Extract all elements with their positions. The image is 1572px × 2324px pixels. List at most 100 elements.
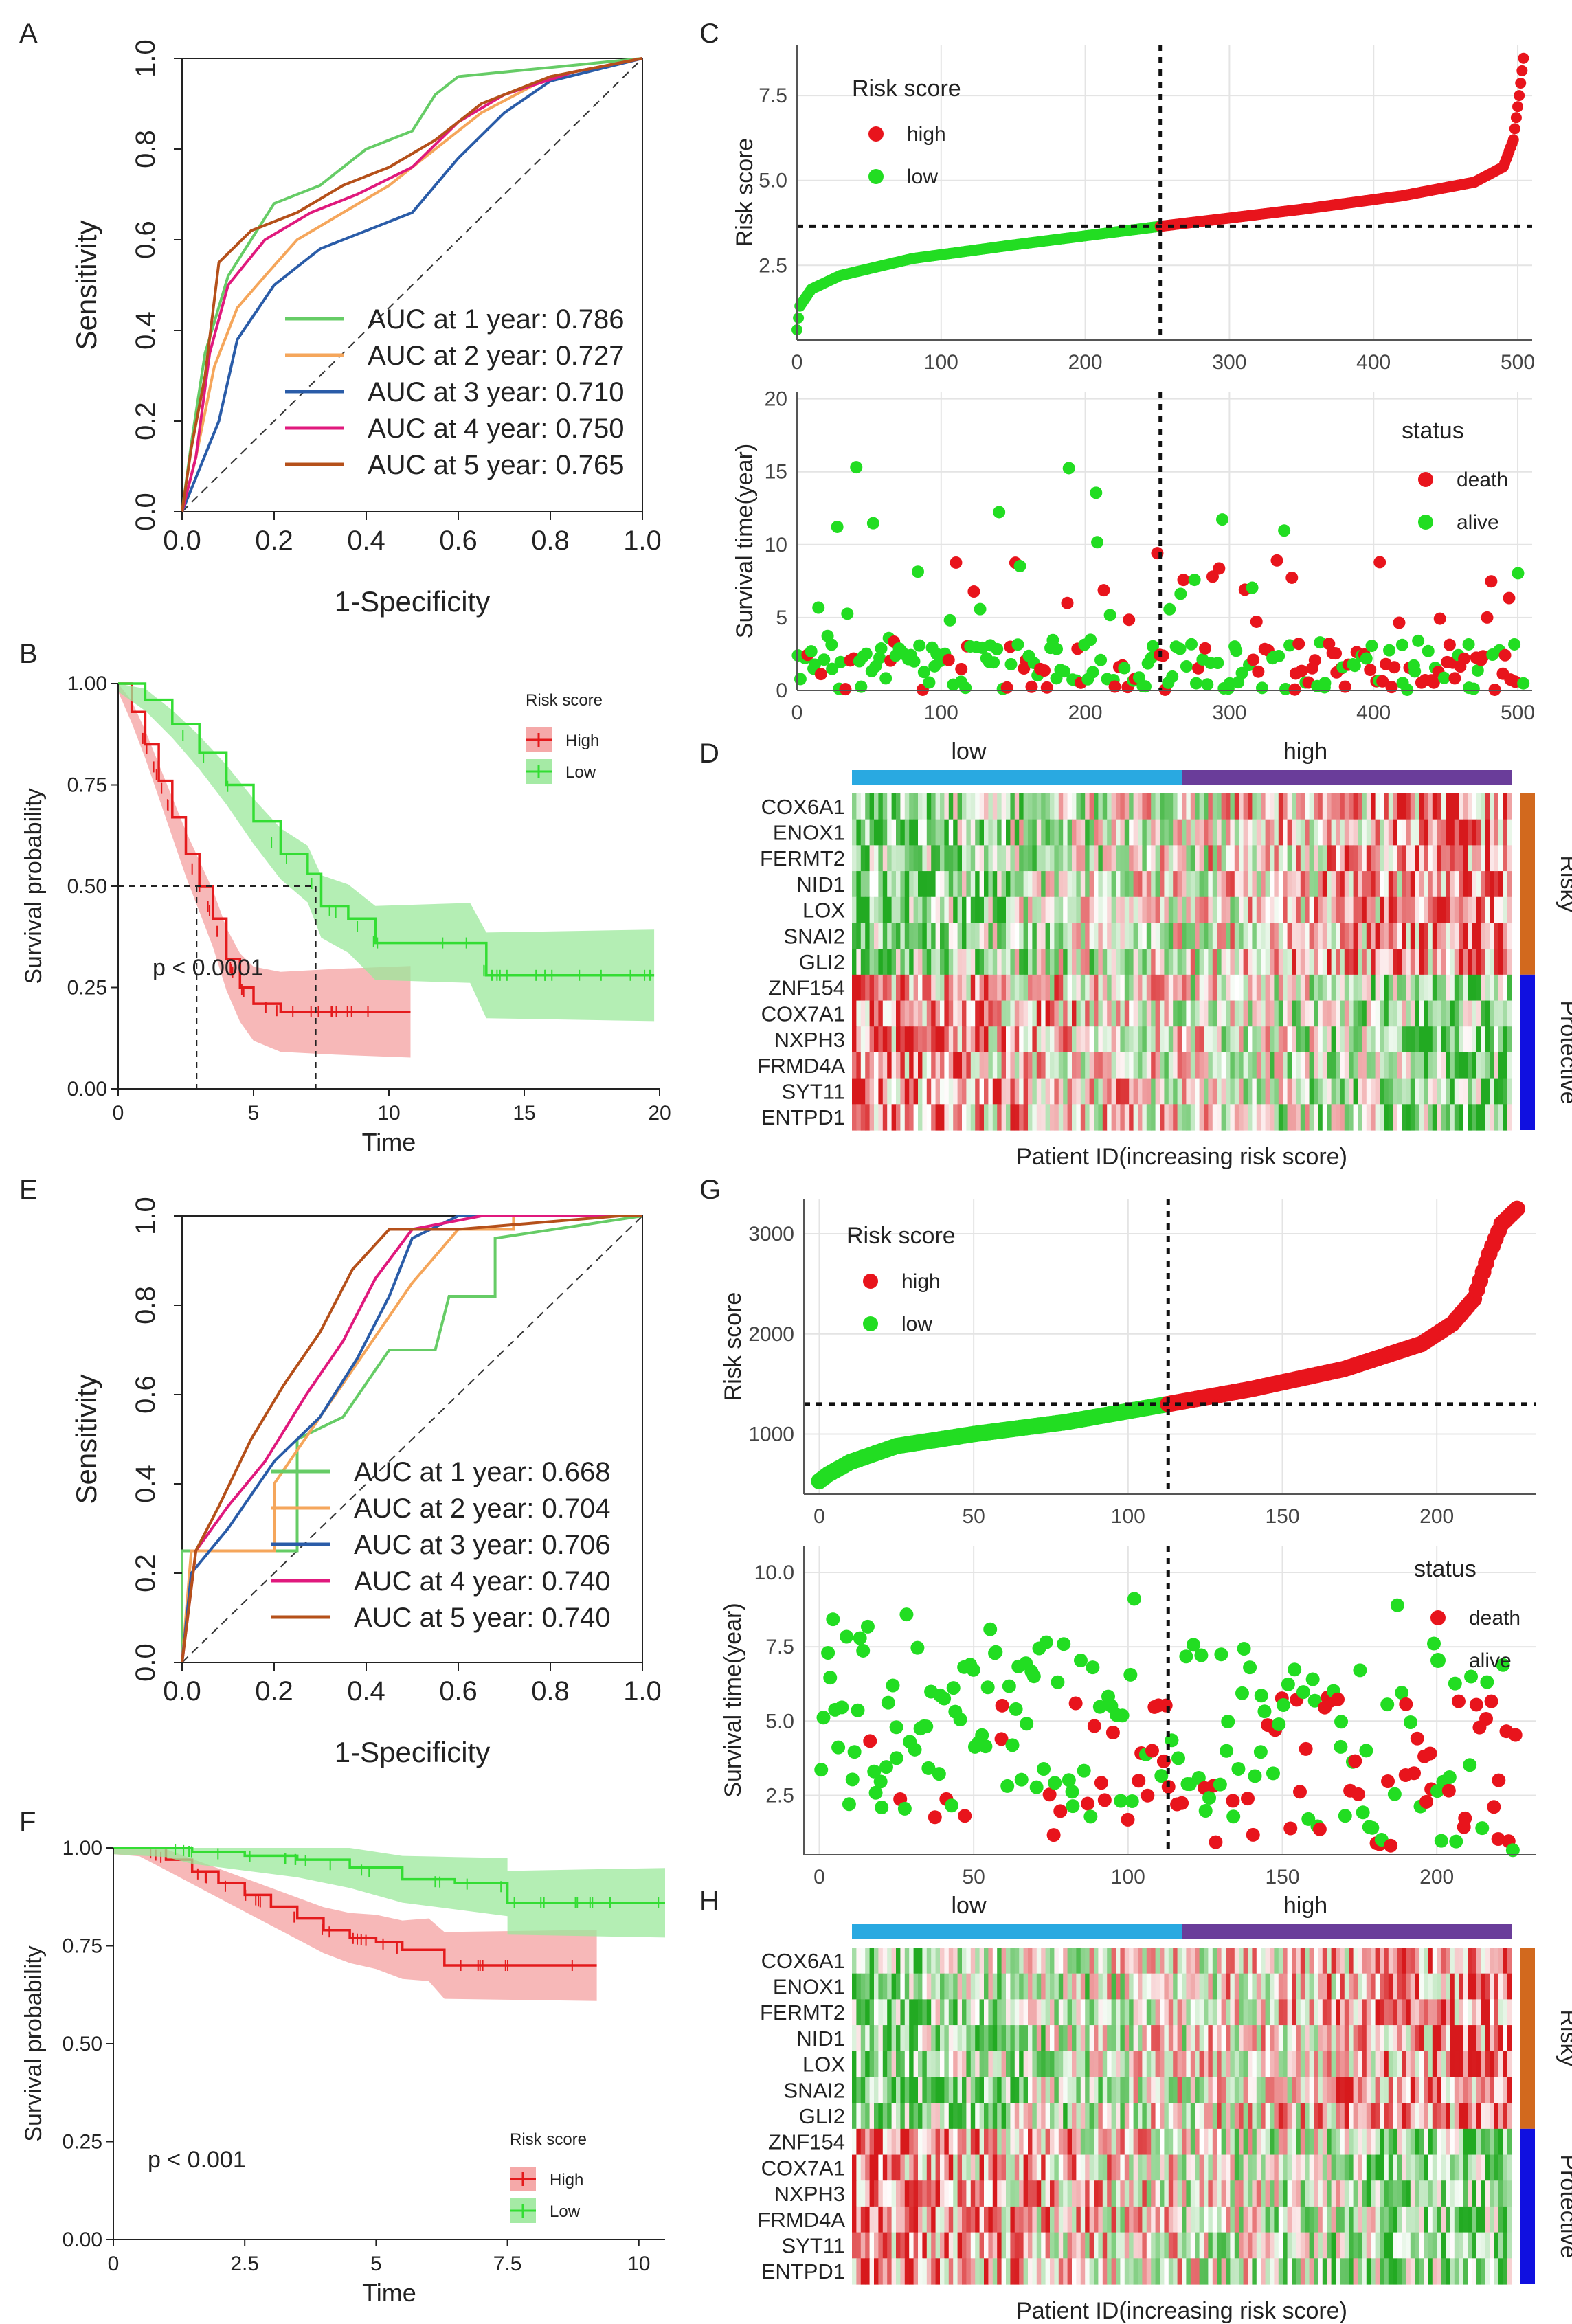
heatmap-cell — [1331, 871, 1336, 898]
heatmap-cell — [922, 1973, 928, 2000]
heatmap-cell — [997, 923, 1002, 949]
heatmap-cell — [1111, 793, 1116, 820]
heatmap-cell — [1173, 2103, 1178, 2130]
heatmap-cell — [1344, 793, 1349, 820]
heatmap-cell — [1256, 845, 1261, 872]
heatmap-cell — [935, 949, 941, 975]
heatmap-cell — [1388, 1026, 1393, 1053]
heatmap-cell — [865, 1026, 871, 1053]
heatmap-cell — [1402, 793, 1406, 820]
heatmap-cell — [1006, 974, 1011, 1002]
heatmap-cell — [922, 2128, 928, 2156]
heatmap-cell — [1454, 1948, 1459, 1974]
heatmap-cell — [1133, 1052, 1138, 1079]
survival-point — [1051, 642, 1063, 655]
heatmap-cell — [865, 1000, 871, 1027]
heatmap-cell — [1424, 896, 1428, 924]
heatmap-cell — [856, 2128, 862, 2156]
heatmap-cell — [1146, 896, 1152, 924]
heatmap-cell — [1261, 974, 1266, 1002]
heatmap-cell — [1248, 923, 1253, 949]
heatmap-cell — [1336, 2128, 1340, 2156]
heatmap-cell — [1239, 1052, 1244, 1079]
heatmap-cell — [1080, 1026, 1086, 1053]
heatmap-cell — [992, 1104, 998, 1131]
heatmap-cell — [1098, 819, 1103, 846]
heatmap-cell — [1146, 1973, 1152, 2000]
heatmap-cell — [922, 1104, 928, 1131]
heatmap-cell — [1424, 1104, 1428, 1131]
heatmap-cell — [1485, 2103, 1490, 2130]
heatmap-cell — [1446, 1000, 1450, 1027]
heatmap-cell — [1120, 2103, 1125, 2130]
heatmap-cell — [1199, 845, 1204, 872]
survival-point — [889, 1720, 903, 1735]
heatmap-cell — [1384, 1104, 1389, 1131]
heatmap-cell — [1226, 974, 1231, 1002]
heatmap-cell — [1340, 2025, 1345, 2052]
heatmap-cell — [940, 819, 945, 846]
heatmap-cell — [1186, 2051, 1191, 2078]
heatmap-cell — [1221, 1948, 1226, 1974]
heatmap-cell — [1138, 1999, 1143, 2026]
heatmap-cell — [1261, 949, 1266, 975]
legend-label: AUC at 4 year: 0.740 — [354, 1566, 611, 1597]
heatmap-cell — [1243, 871, 1248, 898]
survival-point — [995, 1698, 1009, 1713]
heatmap-cell — [944, 793, 950, 820]
heatmap-cell — [1186, 1104, 1191, 1131]
heatmap-cell — [1344, 2077, 1349, 2103]
heatmap-cell — [1080, 2154, 1086, 2181]
heatmap-cell — [992, 1000, 998, 1027]
heatmap-cell — [1432, 2051, 1437, 2078]
heatmap-cell — [869, 2128, 875, 2156]
heatmap-cell — [948, 923, 954, 949]
heatmap-cell — [1138, 1948, 1143, 1974]
heatmap-cell — [948, 2154, 954, 2181]
heatmap-cell — [1397, 2077, 1402, 2103]
heatmap-cell — [1182, 949, 1187, 975]
heatmap-cell — [909, 845, 914, 872]
heatmap-cell — [935, 2051, 941, 2078]
x-tick-label: 5 — [248, 1102, 260, 1125]
heatmap-cell — [1437, 923, 1442, 949]
heatmap-cell — [1050, 2128, 1055, 2156]
heatmap-cell — [1463, 1078, 1468, 1105]
heatmap-cell — [1410, 923, 1415, 949]
heatmap-cell — [860, 1973, 866, 2000]
heatmap-cell — [1490, 1026, 1494, 1053]
heatmap-cell — [1296, 819, 1301, 846]
heatmap-cell — [1204, 793, 1209, 820]
heatmap-cell — [1432, 2077, 1437, 2103]
heatmap-cell — [900, 2103, 906, 2130]
heatmap-cell — [1190, 974, 1195, 1002]
heatmap-cell — [1054, 1999, 1059, 2026]
heatmap-cell — [1001, 2025, 1007, 2052]
heatmap-cell — [1252, 1078, 1257, 1105]
heatmap-cell — [1080, 2025, 1086, 2052]
heatmap-cell — [1142, 2154, 1147, 2181]
heatmap-cell — [1265, 1104, 1270, 1131]
heatmap-cell — [1424, 974, 1428, 1002]
heatmap-cell — [1406, 1000, 1411, 1027]
survival-point — [1046, 1828, 1061, 1842]
heatmap-cell — [1067, 1999, 1073, 2026]
heatmap-cell — [1133, 2128, 1138, 2156]
survival-point — [881, 1695, 895, 1710]
heatmap-cell — [1006, 2051, 1011, 2078]
heatmap-cell — [904, 1026, 910, 1053]
risk-point — [1509, 123, 1520, 135]
heatmap-cell — [1010, 1078, 1015, 1105]
heatmap-cell — [1309, 1078, 1314, 1105]
heatmap-cell — [1358, 1948, 1362, 1974]
heatmap-cell — [1441, 1052, 1446, 1079]
survival-point — [1348, 1754, 1362, 1768]
y-tick-label: 10 — [765, 534, 787, 556]
heatmap-cell — [1344, 2025, 1349, 2052]
heatmap-cell — [970, 2051, 976, 2078]
heatmap-cell — [1208, 2128, 1213, 2156]
heatmap-cell — [1226, 949, 1231, 975]
heatmap-cell — [1146, 1999, 1152, 2026]
legend-marker — [1418, 515, 1433, 530]
heatmap-cell — [1410, 2128, 1415, 2156]
